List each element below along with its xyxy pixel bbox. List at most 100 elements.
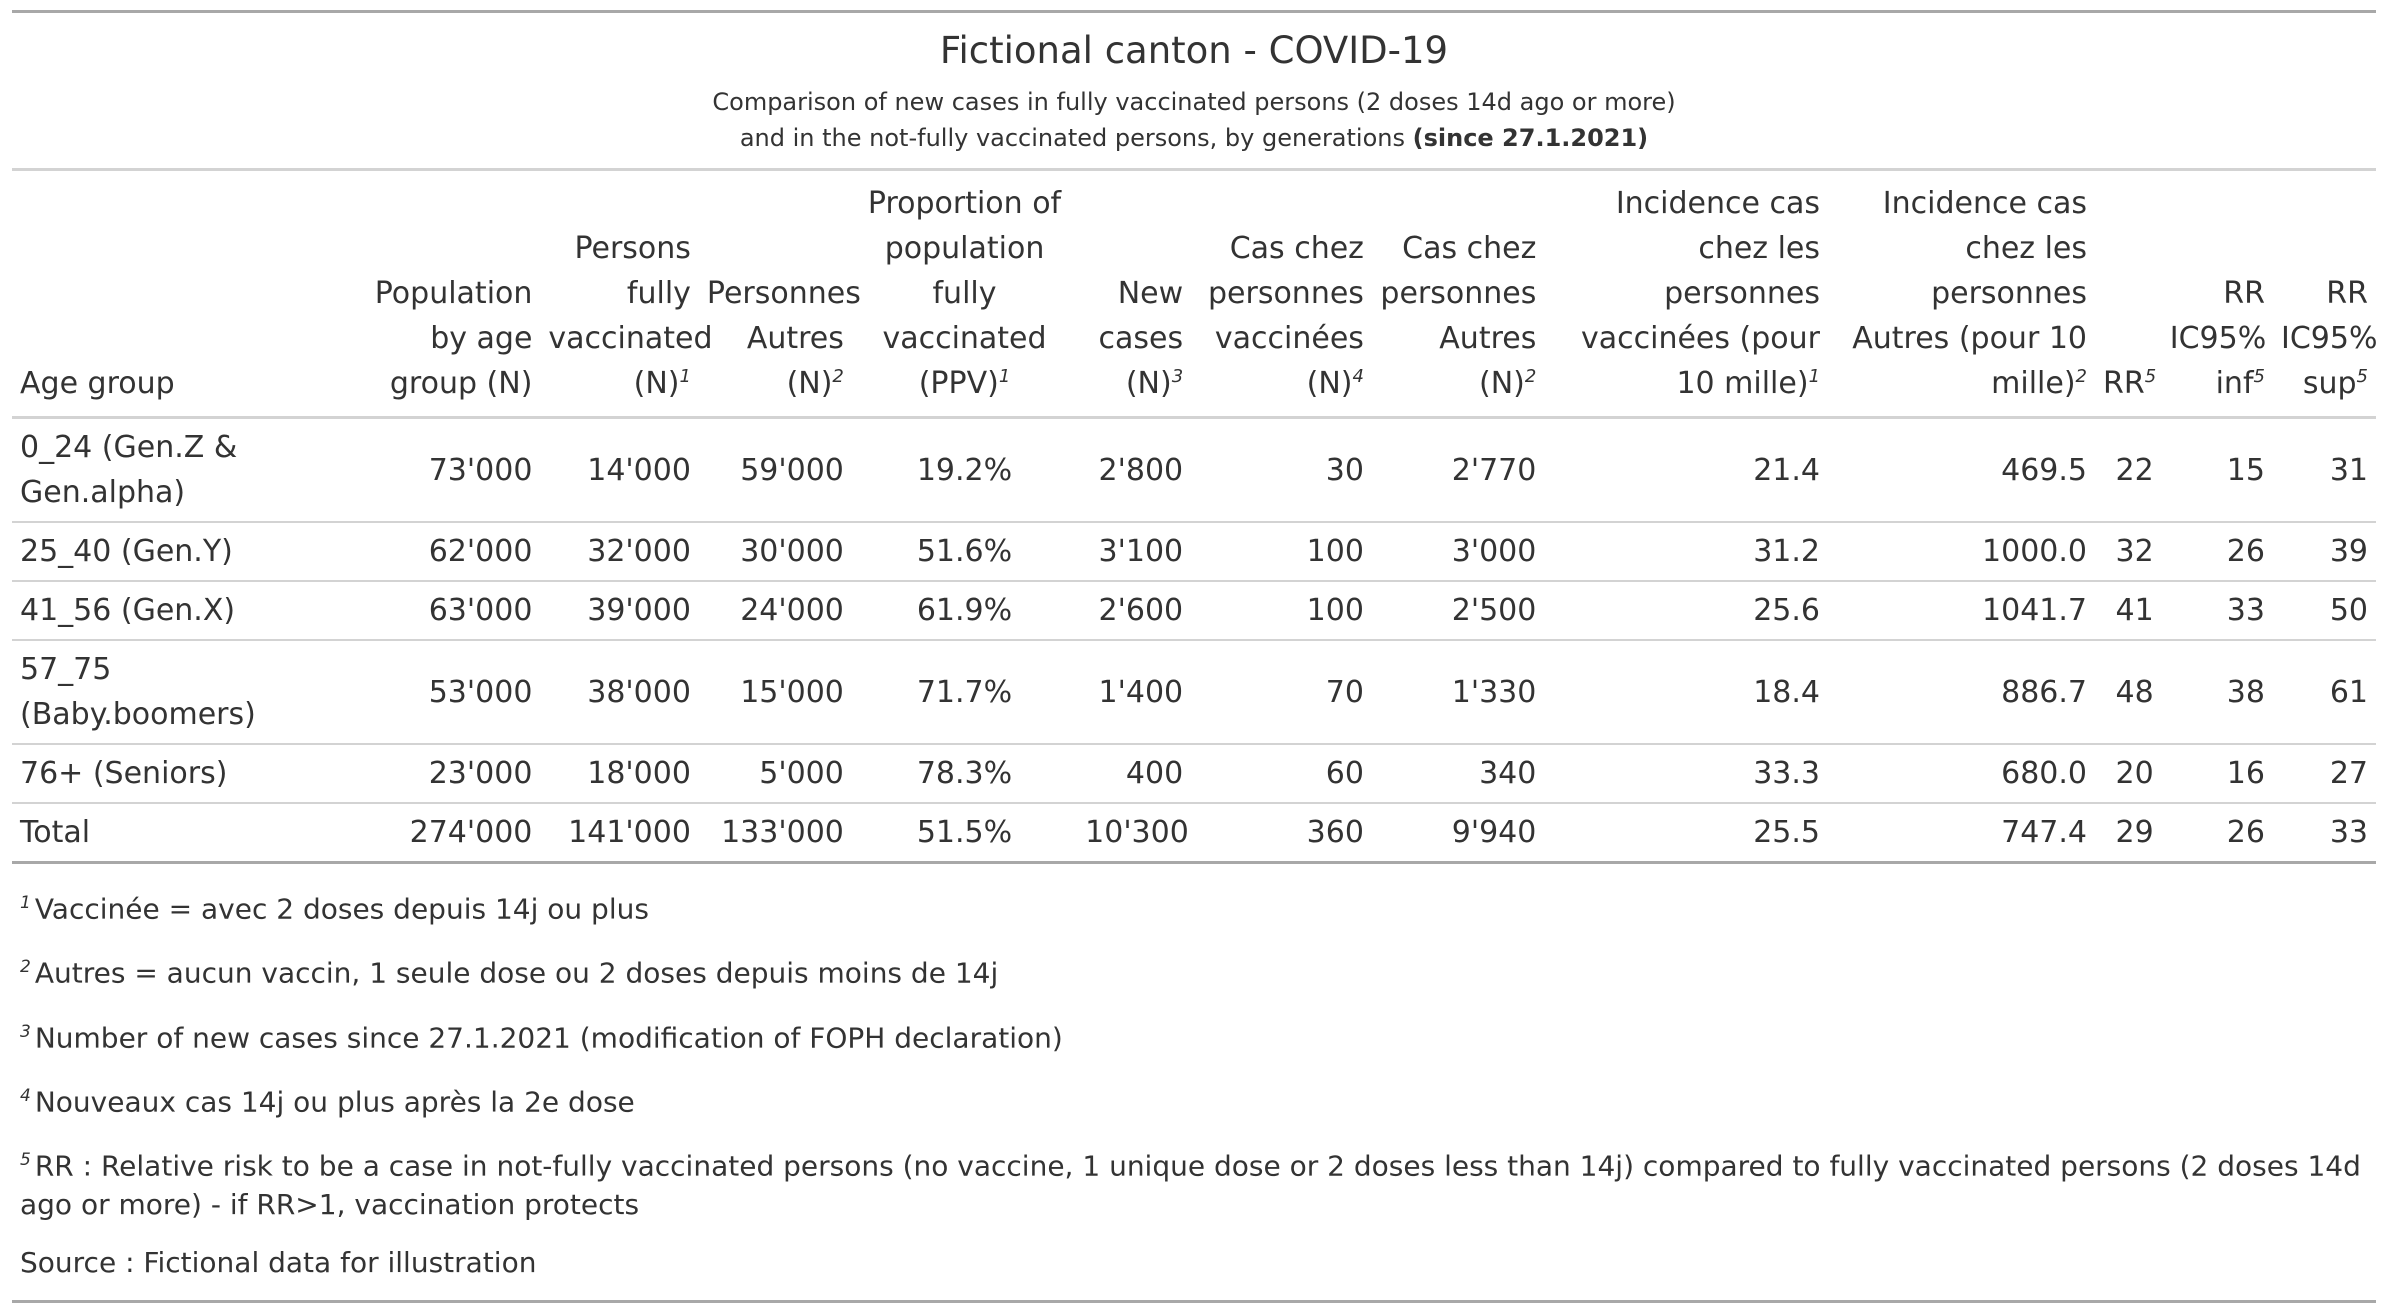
table-cell-pop: 73'000 — [326, 417, 541, 523]
table-cell-rr-inf: 26 — [2161, 522, 2273, 582]
table-cell-ppv: 78.3% — [851, 744, 1078, 804]
table-cell-age: 25_40 (Gen.Y) — [12, 522, 327, 582]
top-rule — [12, 10, 2376, 13]
footnote-marker: 4 — [20, 1085, 31, 1106]
table-row: 76+ (Seniors) 23'000 18'000 5'000 78.3% 400 60… — [12, 744, 2376, 804]
table-cell-new: 400 — [1077, 744, 1192, 804]
table-cell-rr: 29 — [2095, 803, 2162, 864]
table-row: 25_40 (Gen.Y) 62'000 32'000 30'000 51.6% 3'10… — [12, 522, 2376, 582]
table-cell-inc-vacc: 18.4 — [1544, 640, 1829, 745]
total-row: Total 274'000 141'000 133'000 51.5% 10'300 360… — [12, 803, 2376, 864]
table-cell-rr: 20 — [2095, 744, 2162, 804]
footnote: 4 Nouveaux cas 14j ou plus après la 2e do… — [20, 1077, 2376, 1121]
table-cell-inc-vacc: 25.5 — [1544, 803, 1829, 864]
column-header: Cas chez personnes vaccinées (N)4 — [1191, 171, 1372, 419]
table-cell-ppv: 71.7% — [851, 640, 1078, 745]
column-header: Proportion of population fully vaccinate… — [851, 171, 1078, 419]
table-cell-new: 1'400 — [1077, 640, 1192, 745]
table-cell-rr-inf: 33 — [2161, 581, 2273, 641]
footnote-marker: 3 — [20, 1021, 31, 1042]
source-note: Source : Fictional data for illustration — [20, 1245, 537, 1279]
column-header-label: RR IC95% inf — [2169, 276, 2267, 401]
footnote-marker: 1 — [1808, 366, 1821, 387]
column-header-label: Cas chez personnes Autres (N) — [1380, 231, 1537, 401]
table-cell-cas-vacc: 70 — [1191, 640, 1372, 745]
column-header: Age group — [12, 171, 327, 419]
table-cell-rr-inf: 38 — [2161, 640, 2273, 745]
table-cell-vacc: 38'000 — [540, 640, 699, 745]
footnotes: 1 Vaccinée = avec 2 doses depuis 14j ou p… — [12, 884, 2376, 1224]
table-subtitle: Comparison of new cases in fully vaccina… — [12, 84, 2376, 156]
data-table: Age group Population by age group (N) Pers… — [12, 171, 2378, 864]
table-cell-rr: 22 — [2095, 417, 2162, 523]
column-header: Personnes Autres (N)2 — [698, 171, 861, 419]
column-header: Persons fully vaccinated (N)1 — [540, 171, 713, 419]
table-cell-rr: 32 — [2095, 522, 2162, 582]
table-cell-age: 41_56 (Gen.X) — [12, 581, 327, 641]
table-cell-cas-vacc: 30 — [1191, 417, 1372, 523]
table-cell-inc-vacc: 33.3 — [1544, 744, 1829, 804]
column-header-label: Cas chez personnes vaccinées (N) — [1207, 231, 1364, 401]
table-cell-autres: 5'000 — [698, 744, 852, 804]
table-cell-new: 10'300 — [1077, 803, 1192, 864]
column-header: Population by age group (N) — [326, 171, 541, 419]
footnote-text: RR : Relative risk to be a case in not-f… — [20, 1149, 2361, 1221]
table-cell-autres: 24'000 — [698, 581, 852, 641]
table-cell-rr-sup: 39 — [2272, 522, 2376, 582]
table-cell-rr-inf: 15 — [2161, 417, 2273, 523]
column-header-label: Incidence cas chez les personnes vacciné… — [1581, 186, 1821, 401]
column-header-label: Incidence cas chez les personnes Autres … — [1852, 186, 2087, 401]
table-cell-cas-vacc: 100 — [1191, 522, 1372, 582]
table-row: 0_24 (Gen.Z & Gen.alpha) 73'000 14'000 59'0… — [12, 417, 2376, 523]
footnote-marker: 2 — [1524, 366, 1537, 387]
column-header-label: RR IC95% sup — [2280, 276, 2378, 401]
table-cell-autres: 133'000 — [698, 803, 852, 864]
table-cell-ppv: 51.6% — [851, 522, 1078, 582]
table-cell-pop: 63'000 — [326, 581, 541, 641]
table-row: 57_75 (Baby.boomers) 53'000 38'000 15'000 71… — [12, 640, 2376, 745]
table-cell-cas-vacc: 60 — [1191, 744, 1372, 804]
table-cell-new: 2'600 — [1077, 581, 1192, 641]
source-container: Source : Fictional data for illustration — [12, 1244, 2376, 1282]
table-cell-age: 76+ (Seniors) — [12, 744, 327, 804]
footnote-marker: 4 — [1352, 366, 1364, 387]
table-body: 0_24 (Gen.Z & Gen.alpha) 73'000 14'000 59'0… — [12, 417, 2376, 864]
table-title: Fictional canton - COVID-19 — [939, 29, 1449, 72]
table-cell-rr-sup: 31 — [2272, 417, 2376, 523]
table-cell-new: 2'800 — [1077, 417, 1192, 523]
table-cell-cas-autres: 1'330 — [1371, 640, 1545, 745]
table-cell-new: 3'100 — [1077, 522, 1192, 582]
table-cell-cas-autres: 2'500 — [1371, 581, 1545, 641]
table-cell-vacc: 18'000 — [540, 744, 699, 804]
column-header-label: Personnes Autres (N) — [706, 276, 861, 401]
footnote-marker: 5 — [2356, 366, 2368, 387]
table-cell-age: 0_24 (Gen.Z & Gen.alpha) — [12, 417, 327, 523]
table-row: 41_56 (Gen.X) 63'000 39'000 24'000 61.9% 2'60… — [12, 581, 2376, 641]
table-cell-pop: 274'000 — [326, 803, 541, 864]
column-header: RR IC95% sup5 — [2272, 171, 2378, 419]
table-cell-inc-vacc: 31.2 — [1544, 522, 1829, 582]
column-header-label: Proportion of population fully vaccinate… — [867, 186, 1062, 401]
bottom-rule — [12, 1299, 2376, 1303]
footnote: 3 Number of new cases since 27.1.2021 (mo… — [20, 1013, 2376, 1057]
header-rule — [12, 168, 2376, 171]
column-header-label: Population by age group (N) — [374, 276, 533, 401]
footnote-marker: 2 — [2075, 366, 2087, 387]
table-cell-vacc: 141'000 — [540, 803, 699, 864]
table-cell-inc-autres: 1000.0 — [1828, 522, 2095, 582]
subtitle-line-2: and in the not-fully vaccinated persons,… — [12, 120, 2376, 156]
footnote-text: Number of new cases since 27.1.2021 (mod… — [34, 1020, 1063, 1054]
table-cell-cas-autres: 2'770 — [1371, 417, 1545, 523]
column-header-label: Persons fully vaccinated (N) — [548, 231, 713, 401]
footnote-marker: 2 — [20, 957, 31, 978]
footnote-marker: 5 — [2144, 366, 2157, 387]
table-cell-inc-autres: 1041.7 — [1828, 581, 2095, 641]
table-cell-pop: 53'000 — [326, 640, 541, 745]
table-cell-cas-autres: 9'940 — [1371, 803, 1545, 864]
column-header: RR IC95% inf5 — [2161, 171, 2273, 419]
footnote-text: Vaccinée = avec 2 doses depuis 14j ou pl… — [34, 892, 649, 926]
table-cell-inc-autres: 747.4 — [1828, 803, 2095, 864]
table-cell-autres: 59'000 — [698, 417, 852, 523]
column-header: Incidence cas chez les personnes Autres … — [1828, 171, 2095, 419]
